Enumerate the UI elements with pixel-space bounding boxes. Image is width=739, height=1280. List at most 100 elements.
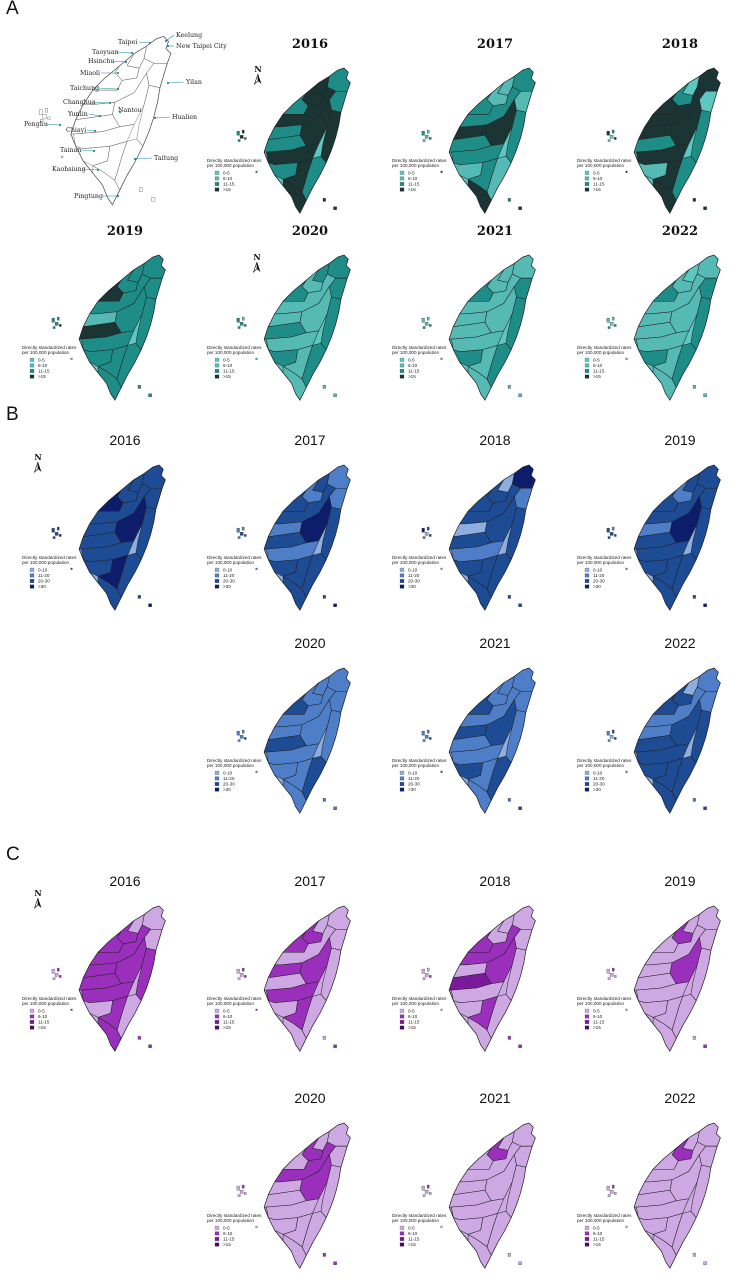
pb-2020-county-0 [326, 667, 351, 692]
pa-2018-islet-2 [612, 129, 615, 134]
pb-2022-islet-2 [612, 729, 615, 734]
pc-2022-legend-swatch-3 [584, 1242, 590, 1247]
pa-2020-legend-swatch-2 [214, 369, 220, 373]
pb-2019-islet-5 [692, 595, 696, 599]
pc-2017-islet-6 [333, 1044, 337, 1048]
pa-2017-islet-2 [427, 129, 430, 134]
pb-2022-legend-swatch-1 [584, 776, 590, 781]
pb-2020-islet-4 [244, 737, 247, 740]
pc-2020-islet-1 [239, 1190, 244, 1194]
pa-2018-islet-5 [692, 198, 696, 202]
pb-2018-islet-2 [427, 526, 430, 531]
pc-2021-county-0 [511, 1122, 536, 1147]
pb-2021-legend-title-1: Directly standardized rates [392, 758, 447, 763]
pc-2016-islet-3 [52, 977, 56, 980]
pc-2020-legend-label-2: 11-15 [223, 1237, 235, 1242]
pa-2021-legend-label-2: 11-15 [408, 369, 420, 374]
pc-2016-county-14 [97, 1017, 122, 1052]
pc-2022-legend-swatch-0 [584, 1225, 590, 1230]
pb-2017-county-0 [326, 464, 351, 489]
pc-2019-legend-label-2: 11-15 [593, 1020, 605, 1025]
pb-2017-legend-label-0: 0-10 [223, 567, 233, 572]
pc-2021-islet-5 [507, 1253, 511, 1257]
reference-label-nantou: Nantou [118, 107, 142, 114]
pc-2020-legend-swatch-0 [214, 1225, 220, 1230]
pb-2016-legend-label-2: 20-30 [38, 579, 50, 584]
pb-2022-legend-swatch-3 [584, 787, 590, 792]
pc-2019-year-label: 2019 [664, 873, 695, 889]
pa-2019-islet-6 [148, 393, 152, 397]
pb-2019-islet-1 [609, 532, 614, 536]
pb-2018-legend-swatch-1 [399, 573, 405, 578]
pc-2017-islet-1 [239, 973, 244, 977]
pa-2018-county-8 [690, 109, 712, 163]
pa-2022-county-8 [690, 296, 712, 350]
reference-label-kaohsiung: Kaohsiung [52, 166, 100, 173]
pa-2016-legend-title-2: per 100,000 population [207, 163, 254, 168]
pb-2017-legend-title-2: per 100,000 population [207, 560, 254, 565]
svg-text:Chiayi: Chiayi [66, 127, 86, 134]
pc-2017-islet-2 [242, 967, 245, 972]
pa-2020-legend-label-3: >15 [223, 374, 231, 379]
pc-2021-islet-7 [440, 1225, 443, 1228]
pc-2020-legend-title-1: Directly standardized rates [207, 1213, 262, 1218]
pb-2016-legend-title-2: per 100,000 population [22, 560, 69, 565]
pa-2020-islet-1 [239, 322, 244, 326]
reference-label-tainan: Tainan [60, 147, 96, 154]
pb-2017-islet-7 [255, 567, 258, 570]
pc-2021-year-label: 2021 [479, 1090, 510, 1106]
pc-2016-islet-5 [137, 1036, 141, 1040]
pa-2018-legend-swatch-1 [584, 176, 590, 181]
pa-2019-islet-0 [51, 317, 55, 323]
pc-2018-islet-3 [422, 977, 426, 980]
pa-2022-islet-7 [625, 357, 628, 360]
pa-2020-legend-label-2: 11-15 [223, 369, 235, 374]
pa-2018-legend-label-2: 11-15 [593, 182, 605, 187]
pb-2016-legend-label-1: 11-20 [38, 573, 50, 578]
pc-2021-legend-swatch-2 [399, 1237, 405, 1241]
pc-2021-islet-2 [427, 1184, 430, 1189]
pc-2021-islet-0 [421, 1185, 425, 1191]
pa-2021-islet-5 [507, 385, 511, 389]
pc-2018-islet-6 [518, 1044, 522, 1048]
pa-2022-islet-0 [606, 317, 610, 323]
pb-2018-county-0 [511, 464, 536, 489]
reference-label-taipei: Taipei [118, 39, 152, 46]
pc-2022-legend-label-1: 6-10 [593, 1231, 603, 1236]
pa-2022-islet-3 [607, 326, 611, 329]
pb-2021-islet-2 [427, 729, 430, 734]
pb-2022-legend-label-1: 11-20 [593, 776, 605, 781]
reference-label-chiayi: Chiayi [66, 127, 97, 134]
pa-2020-legend-label-0: 0-5 [223, 357, 230, 362]
pb-2016-islet-4 [59, 534, 62, 537]
pc-2016-legend-label-0: 0-5 [38, 1008, 45, 1013]
pa-2021-islet-2 [427, 316, 430, 321]
pb-2017-county-8 [320, 506, 342, 560]
pa-2022-legend-label-0: 0-5 [593, 357, 600, 362]
pb-2016-legend-label-0: 0-10 [38, 567, 48, 572]
pb-2016-legend-label-3: >30 [38, 584, 46, 589]
pc-2020-legend-label-1: 6-10 [223, 1231, 233, 1236]
pa-2017-islet-0 [421, 130, 425, 136]
pb-2019-county-0 [696, 464, 721, 489]
pc-2021-islet-1 [424, 1190, 429, 1194]
pc-2022-legend-swatch-2 [584, 1237, 590, 1241]
pb-2019-legend-swatch-3 [584, 584, 590, 589]
pc-2018-islet-0 [421, 968, 425, 974]
pc-2018-islet-4 [429, 975, 432, 978]
svg-text:N: N [34, 452, 41, 462]
pa-2020-county-8 [320, 296, 342, 350]
pc-2018-islet-7 [440, 1008, 443, 1011]
pa-2021-legend-swatch-0 [399, 357, 405, 362]
pa-2020-legend-title-1: Directly standardized rates [207, 345, 262, 350]
pc-2022-county-0 [696, 1122, 721, 1147]
pc-2016-legend-label-3: >15 [38, 1025, 46, 1030]
pa-2016-map [236, 67, 351, 214]
pb-2021-islet-3 [422, 739, 426, 742]
svg-text:Miaoli: Miaoli [80, 70, 100, 77]
pa-2019-islet-7 [70, 357, 73, 360]
